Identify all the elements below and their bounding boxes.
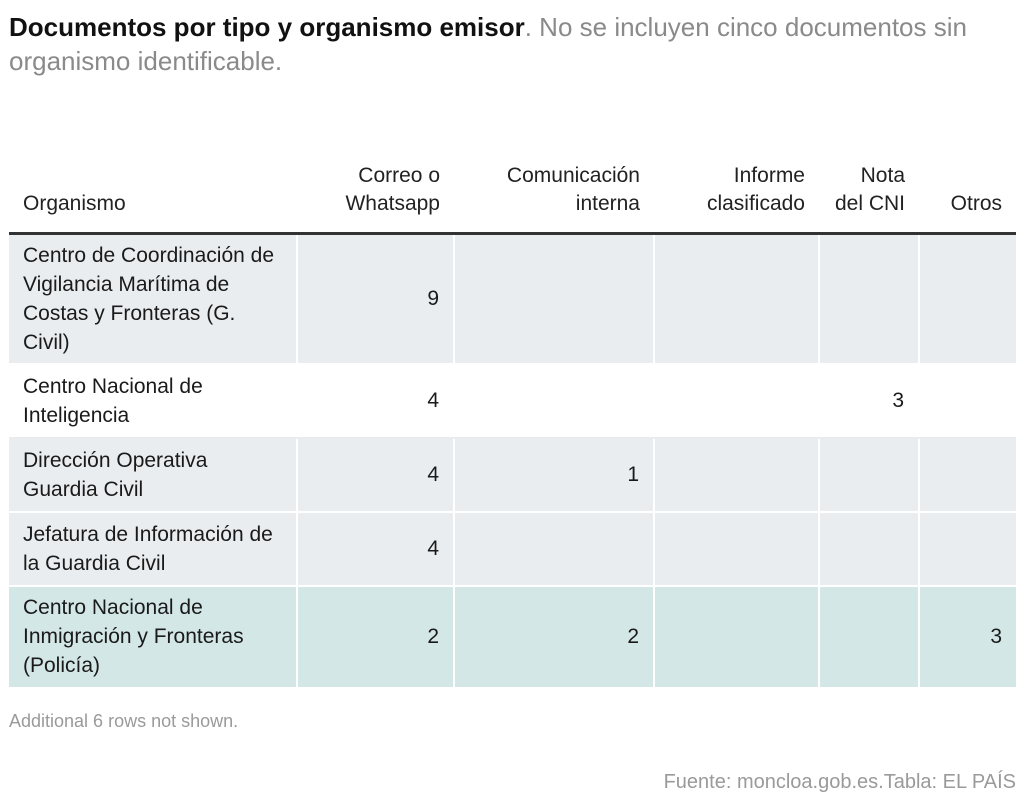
table-row: Centro Nacional de Inteligencia 4 3 — [9, 363, 1016, 439]
column-header-otros: Otros — [919, 118, 1016, 235]
cell-value: 4 — [297, 363, 455, 439]
cell-value — [919, 363, 1016, 439]
cell-value — [819, 511, 920, 587]
cell-value — [654, 363, 820, 439]
table-row: Centro Nacional de Inmigración y Fronter… — [9, 585, 1016, 689]
cell-value: 2 — [454, 585, 655, 689]
cell-organismo: Jefatura de Información de la Guardia Ci… — [9, 511, 298, 587]
cell-value: 2 — [297, 585, 455, 689]
cell-value — [454, 363, 655, 439]
cell-value — [454, 511, 655, 587]
cell-organismo: Centro Nacional de Inmigración y Fronter… — [9, 585, 298, 689]
title-bold-part: Documentos por tipo y organismo emisor — [9, 12, 525, 42]
cell-value — [654, 437, 820, 513]
title-subtitle-part: . No se incluyen cinco documentos sin or… — [9, 12, 967, 76]
cell-value — [919, 437, 1016, 513]
cell-value — [819, 585, 920, 689]
footnote: Additional 6 rows not shown. — [9, 711, 239, 731]
cell-value — [654, 233, 820, 365]
table-body: Centro de Coordinación de Vigilancia Mar… — [9, 233, 1016, 689]
cell-value: 1 — [454, 437, 655, 513]
cell-value — [819, 233, 920, 365]
cell-value: 3 — [819, 363, 920, 439]
table-row: Centro de Coordinación de Vigilancia Mar… — [9, 233, 1016, 365]
cell-value: 9 — [297, 233, 455, 365]
cell-value — [919, 233, 1016, 365]
cell-value — [454, 233, 655, 365]
cell-value — [654, 511, 820, 587]
cell-value: 3 — [919, 585, 1016, 689]
table-row: Jefatura de Información de la Guardia Ci… — [9, 511, 1016, 587]
column-header-organismo: Organismo — [9, 118, 297, 235]
table-row: Dirección Operativa Guardia Civil 4 1 — [9, 437, 1016, 513]
cell-value: 4 — [297, 437, 455, 513]
cell-organismo: Centro de Coordinación de Vigilancia Mar… — [9, 233, 298, 365]
cell-value: 4 — [297, 511, 455, 587]
documents-table: Organismo Correo o Whatsapp Comunicación… — [9, 118, 1016, 689]
cell-organismo: Dirección Operativa Guardia Civil — [9, 437, 298, 513]
column-header-comunicacion: Comunicación interna — [454, 118, 654, 235]
cell-value — [654, 585, 820, 689]
cell-value — [919, 511, 1016, 587]
column-header-informe: Informe clasificado — [654, 118, 819, 235]
cell-value — [819, 437, 920, 513]
source-credit: Fuente: moncloa.gob.es.Tabla: EL PAÍS — [663, 771, 1016, 793]
table-header-row: Organismo Correo o Whatsapp Comunicación… — [9, 118, 1016, 235]
column-header-nota-cni: Nota del CNI — [819, 118, 919, 235]
chart-title: Documentos por tipo y organismo emisor. … — [9, 10, 1009, 78]
column-header-correo: Correo o Whatsapp — [297, 118, 454, 235]
cell-organismo: Centro Nacional de Inteligencia — [9, 363, 298, 439]
